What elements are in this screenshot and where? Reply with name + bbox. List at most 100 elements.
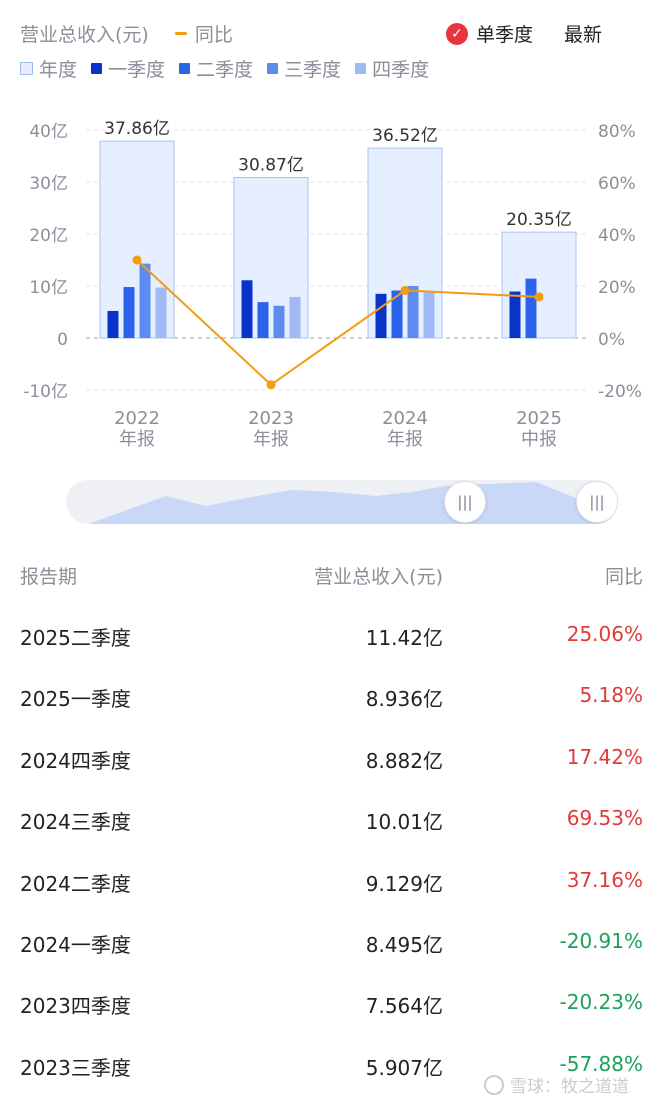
- header-revenue: 营业总收入(元): [314, 566, 443, 588]
- yoy-line-swatch: [174, 32, 187, 35]
- legend-item-0[interactable]: 年度: [20, 55, 77, 82]
- row-revenue: 8.936亿: [365, 687, 443, 712]
- table-row[interactable]: 2024二季度 9.129亿 37.16%: [0, 868, 665, 898]
- row-period: 2023三季度: [20, 1055, 131, 1080]
- row-yoy: 69.53%: [566, 806, 643, 831]
- x-tick-label: 2023: [248, 408, 294, 429]
- y2-tick-label: 20%: [598, 278, 636, 298]
- yoy-line: [136, 259, 540, 387]
- quarter-bar: [139, 263, 151, 338]
- quarter-bar: [123, 287, 135, 338]
- quarter-bar: [273, 305, 285, 338]
- y-tick-label: 30亿: [29, 174, 68, 194]
- row-yoy: -20.91%: [559, 929, 643, 953]
- quarter-bar: [107, 310, 119, 338]
- quarter-bar: [407, 285, 419, 338]
- slider-preview: [88, 482, 618, 524]
- y2-tick-label: 80%: [598, 122, 636, 142]
- row-period: 2025一季度: [20, 687, 131, 712]
- single-quarter-label: 单季度: [476, 24, 534, 46]
- watermark-text: 雪球：牧之道道: [510, 1077, 629, 1097]
- y-tick-label: 10亿: [29, 278, 68, 298]
- y-tick-label: 40亿: [29, 122, 68, 142]
- row-revenue: 9.129亿: [365, 871, 443, 896]
- row-yoy: 5.18%: [579, 683, 643, 708]
- y-tick-label: 0: [57, 330, 68, 350]
- row-period: 2024三季度: [20, 810, 131, 835]
- row-yoy: -57.88%: [559, 1051, 643, 1076]
- row-yoy: 37.16%: [566, 867, 643, 892]
- legend-primary: 营业总收入(元) 同比: [20, 20, 233, 47]
- row-period: 2024一季度: [20, 933, 131, 957]
- range-slider[interactable]: ||| |||: [66, 480, 618, 524]
- quarter-bar: [155, 287, 167, 338]
- quarter-bar: [391, 290, 403, 338]
- metric-label: 营业总收入(元): [20, 24, 149, 46]
- legend-item-3[interactable]: 三季度: [267, 55, 341, 82]
- latest-button[interactable]: 最新: [564, 24, 603, 46]
- table-row[interactable]: 2023四季度 7.564亿 -20.23%: [0, 990, 665, 1020]
- row-yoy: -20.23%: [559, 990, 643, 1015]
- annual-value-label: 20.35亿: [506, 210, 572, 230]
- quarter-bar: [375, 293, 387, 338]
- watermark: 雪球：牧之道道: [484, 1072, 629, 1097]
- quarter-bar: [289, 296, 301, 338]
- x-tick-label: 年报: [119, 429, 155, 450]
- table-row[interactable]: 2023三季度 5.907亿 -57.88%: [0, 1052, 665, 1082]
- header-yoy: 同比: [604, 566, 643, 588]
- row-revenue: 10.01亿: [365, 810, 443, 835]
- legend-swatch-3: [267, 63, 279, 74]
- table-row[interactable]: 2024一季度 8.495亿 -20.91%: [0, 929, 665, 959]
- legend-series: 年度 一季度 二季度 三季度 四季度: [20, 55, 443, 82]
- legend-item-4[interactable]: 四季度: [355, 55, 429, 82]
- legend-swatch-0: [20, 62, 33, 75]
- table-row[interactable]: 2025一季度 8.936亿 5.18%: [0, 683, 665, 713]
- legend-label-0: 年度: [39, 59, 78, 81]
- legend-swatch-2: [179, 63, 191, 74]
- legend-item-1[interactable]: 一季度: [91, 55, 165, 82]
- legend-label-4: 四季度: [372, 59, 430, 81]
- y-tick-label: -10亿: [23, 382, 68, 402]
- table-row[interactable]: 2025二季度 11.42亿 25.06%: [0, 622, 665, 652]
- row-yoy: 17.42%: [566, 744, 643, 769]
- slider-left-handle[interactable]: |||: [444, 481, 486, 523]
- y2-tick-label: 0%: [598, 330, 625, 350]
- table-row[interactable]: 2024四季度 8.882亿 17.42%: [0, 745, 665, 775]
- annual-value-label: 37.86亿: [104, 119, 170, 139]
- y-tick-label: 20亿: [29, 226, 68, 246]
- row-revenue: 5.907亿: [365, 1055, 443, 1080]
- legend-label-1: 一季度: [108, 59, 166, 81]
- row-revenue: 8.882亿: [365, 748, 443, 773]
- x-tick-label: 2024: [382, 408, 428, 429]
- legend-swatch-4: [355, 63, 367, 74]
- single-quarter-toggle[interactable]: ✓ 单季度: [446, 20, 533, 47]
- x-tick-label: 年报: [253, 429, 289, 450]
- y2-tick-label: 40%: [598, 226, 636, 246]
- yoy-point: [534, 292, 544, 302]
- x-tick-label: 中报: [521, 429, 557, 450]
- quarter-bar: [241, 280, 253, 338]
- row-yoy: 25.06%: [566, 622, 643, 646]
- y2-tick-label: -20%: [598, 382, 642, 402]
- row-period: 2024二季度: [20, 871, 131, 896]
- legend-swatch-1: [91, 63, 103, 74]
- annual-value-label: 36.52亿: [372, 126, 438, 146]
- snowball-logo-icon: [484, 1074, 504, 1095]
- table-row[interactable]: 2024三季度 10.01亿 69.53%: [0, 806, 665, 836]
- annual-value-label: 30.87亿: [238, 155, 304, 175]
- row-revenue: 11.42亿: [365, 626, 443, 650]
- header-period: 报告期: [20, 566, 78, 588]
- legend-label-3: 三季度: [284, 59, 342, 81]
- quarter-bar: [257, 302, 269, 338]
- check-icon: ✓: [446, 22, 468, 45]
- x-tick-label: 2025: [516, 408, 562, 429]
- y2-tick-label: 60%: [598, 174, 636, 194]
- yoy-label: 同比: [194, 24, 233, 46]
- x-tick-label: 年报: [387, 429, 423, 450]
- revenue-chart: 40亿 30亿 20亿 10亿 0 -10亿 80% 60% 40% 20% 0% -20% 37.86…: [23, 119, 642, 450]
- legend-label-2: 二季度: [196, 59, 254, 81]
- legend-item-2[interactable]: 二季度: [179, 55, 253, 82]
- row-revenue: 7.564亿: [365, 994, 443, 1019]
- slider-right-handle[interactable]: |||: [576, 481, 618, 523]
- x-tick-label: 2022: [114, 408, 160, 429]
